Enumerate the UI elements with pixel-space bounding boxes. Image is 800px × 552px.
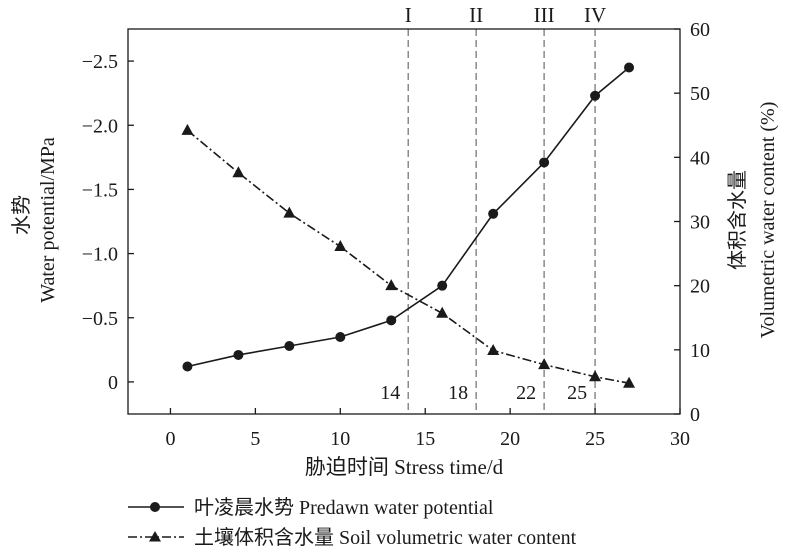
x-axis-title: 胁迫时间 Stress time/d bbox=[305, 455, 504, 479]
stage-roman-25: IV bbox=[584, 3, 606, 27]
y-left-tick-label: −1.0 bbox=[82, 244, 118, 266]
legend-label-soil: 土壤体积含水量 Soil volumetric water content bbox=[194, 526, 577, 549]
stage-roman-22: III bbox=[534, 3, 555, 27]
stage-roman-14: I bbox=[405, 3, 412, 27]
predawn-point bbox=[386, 315, 397, 326]
soil-water-point bbox=[487, 343, 500, 355]
soil-water-point bbox=[436, 306, 449, 318]
x-tick-label: 15 bbox=[415, 428, 435, 450]
y-right-title-en: Volumetric water content (%) bbox=[757, 102, 779, 339]
stage-day-label-18: 18 bbox=[448, 382, 468, 404]
y-right-tick-label: 50 bbox=[690, 83, 710, 105]
predawn-point bbox=[335, 332, 346, 342]
soil-water-point bbox=[181, 123, 194, 135]
x-tick-label: 0 bbox=[165, 428, 175, 450]
predawn-point bbox=[284, 340, 295, 351]
plot-frame bbox=[127, 28, 681, 415]
stage-day-label-22: 22 bbox=[516, 382, 536, 404]
soil-water-point bbox=[283, 206, 296, 218]
predawn-point bbox=[182, 361, 193, 372]
stage-day-label-25: 25 bbox=[567, 382, 587, 404]
predawn-point bbox=[624, 62, 635, 73]
y-left-tick-label: −2.0 bbox=[82, 115, 118, 137]
predawn-point bbox=[539, 157, 550, 168]
x-tick-label: 20 bbox=[500, 428, 520, 450]
x-tick-label: 5 bbox=[250, 428, 260, 450]
predawn-point bbox=[233, 349, 244, 360]
legend-circle-marker bbox=[150, 502, 160, 512]
x-tick-label: 30 bbox=[670, 428, 690, 450]
y-right-title-cn: 体积含水量 bbox=[726, 170, 749, 270]
stage-day-label-14: 14 bbox=[380, 382, 400, 404]
predawn-point bbox=[437, 280, 448, 291]
soil-water-point bbox=[334, 240, 347, 252]
predawn-point bbox=[590, 90, 601, 101]
y-right-tick-label: 10 bbox=[690, 340, 710, 362]
x-tick-label: 10 bbox=[330, 428, 350, 450]
y-right-tick-label: 20 bbox=[690, 276, 710, 298]
y-right-tick-label: 60 bbox=[690, 19, 710, 41]
y-left-tick-label: 0 bbox=[108, 372, 118, 394]
y-left-tick-label: −0.5 bbox=[82, 308, 118, 330]
series-line-1 bbox=[186, 129, 630, 384]
soil-water-point bbox=[232, 166, 245, 178]
y-left-tick-label: −2.5 bbox=[82, 51, 118, 73]
y-left-title-cn: 水势 bbox=[10, 195, 33, 235]
legend-label-predawn: 叶凌晨水势 Predawn water potential bbox=[194, 496, 494, 519]
y-right-tick-label: 0 bbox=[690, 404, 700, 426]
y-left-tick-label: −1.5 bbox=[82, 179, 118, 201]
legend: 叶凌晨水势 Predawn water potential 土壤体积含水量 So… bbox=[128, 496, 577, 549]
soil-water-point bbox=[385, 279, 398, 291]
soil-water-point bbox=[589, 370, 602, 382]
x-tick-label: 25 bbox=[585, 428, 605, 450]
y-right-tick-label: 40 bbox=[690, 147, 710, 169]
legend-triangle-marker bbox=[149, 531, 161, 542]
legend-item-predawn: 叶凌晨水势 Predawn water potential bbox=[128, 496, 494, 519]
predawn-point bbox=[488, 208, 499, 219]
legend-item-soil: 土壤体积含水量 Soil volumetric water content bbox=[128, 526, 577, 549]
y-right-tick-label: 30 bbox=[690, 212, 710, 234]
stage-roman-18: II bbox=[469, 3, 483, 27]
soil-water-point bbox=[538, 358, 551, 370]
y-left-title-en: Water potential/MPa bbox=[37, 137, 59, 303]
soil-water-point bbox=[623, 376, 636, 388]
series-line-0 bbox=[187, 66, 630, 368]
